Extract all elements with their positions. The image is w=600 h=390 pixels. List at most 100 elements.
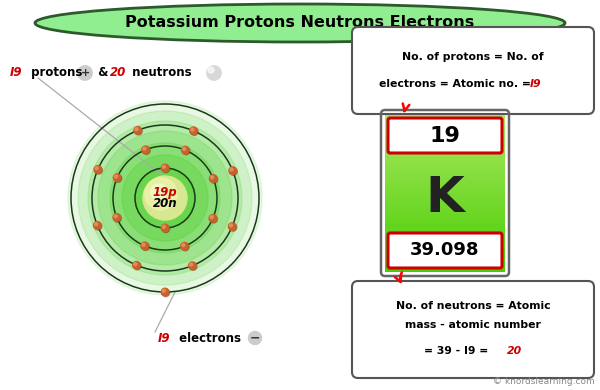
- Bar: [385, 114, 505, 118]
- Circle shape: [142, 243, 149, 250]
- Circle shape: [94, 222, 101, 229]
- Bar: [385, 165, 505, 169]
- Circle shape: [209, 175, 217, 182]
- Circle shape: [230, 168, 237, 175]
- Bar: [385, 185, 505, 189]
- Bar: [385, 189, 505, 193]
- Bar: [385, 177, 505, 181]
- Text: protons: protons: [27, 67, 82, 80]
- Circle shape: [210, 216, 213, 219]
- Circle shape: [181, 243, 189, 251]
- Circle shape: [133, 261, 140, 269]
- Circle shape: [114, 215, 121, 222]
- Bar: [385, 209, 505, 213]
- Circle shape: [98, 131, 232, 265]
- Bar: [385, 149, 505, 154]
- Bar: [385, 193, 505, 197]
- Circle shape: [135, 128, 138, 131]
- Circle shape: [110, 143, 220, 253]
- Circle shape: [248, 332, 262, 344]
- Circle shape: [135, 168, 195, 228]
- Text: No. of protons = No. of: No. of protons = No. of: [402, 52, 544, 62]
- Circle shape: [122, 155, 208, 241]
- Text: mass - atomic number: mass - atomic number: [405, 320, 541, 330]
- Bar: [385, 244, 505, 248]
- Circle shape: [142, 243, 145, 246]
- Circle shape: [113, 214, 121, 221]
- Circle shape: [162, 165, 165, 168]
- Circle shape: [134, 126, 142, 134]
- Bar: [385, 129, 505, 134]
- Bar: [385, 205, 505, 209]
- Text: electrons: electrons: [175, 332, 241, 344]
- Circle shape: [162, 165, 170, 173]
- Circle shape: [134, 127, 142, 135]
- Bar: [385, 248, 505, 252]
- Circle shape: [190, 263, 193, 266]
- Bar: [385, 260, 505, 264]
- Circle shape: [191, 128, 194, 131]
- Bar: [385, 118, 505, 122]
- Circle shape: [211, 176, 214, 179]
- FancyBboxPatch shape: [388, 118, 502, 153]
- Bar: [385, 240, 505, 245]
- Text: −: −: [250, 332, 260, 344]
- Text: I9: I9: [530, 79, 542, 89]
- Circle shape: [115, 175, 118, 178]
- Bar: [385, 169, 505, 173]
- Circle shape: [190, 127, 197, 135]
- Circle shape: [188, 262, 196, 269]
- Ellipse shape: [35, 4, 565, 42]
- Bar: [385, 153, 505, 158]
- Circle shape: [94, 222, 102, 230]
- Bar: [385, 145, 505, 149]
- Bar: [385, 232, 505, 236]
- Circle shape: [114, 215, 117, 218]
- Circle shape: [162, 289, 170, 297]
- Circle shape: [209, 215, 217, 222]
- Bar: [385, 220, 505, 225]
- Bar: [385, 216, 505, 221]
- Circle shape: [208, 67, 214, 73]
- Circle shape: [210, 215, 217, 223]
- Circle shape: [78, 66, 92, 80]
- Circle shape: [78, 111, 252, 285]
- Bar: [385, 252, 505, 256]
- Bar: [385, 213, 505, 217]
- Circle shape: [162, 289, 165, 292]
- Bar: [385, 229, 505, 232]
- Circle shape: [95, 167, 98, 170]
- Bar: [385, 142, 505, 145]
- Circle shape: [161, 224, 169, 232]
- Circle shape: [229, 224, 232, 227]
- Circle shape: [182, 147, 190, 155]
- Circle shape: [151, 184, 167, 200]
- Circle shape: [161, 288, 169, 296]
- FancyArrowPatch shape: [395, 273, 402, 282]
- Text: 39.098: 39.098: [410, 241, 480, 259]
- Bar: [385, 201, 505, 205]
- Bar: [385, 133, 505, 138]
- Text: 20: 20: [110, 67, 126, 80]
- Circle shape: [114, 175, 122, 182]
- Circle shape: [162, 225, 170, 232]
- Circle shape: [230, 168, 233, 171]
- FancyBboxPatch shape: [352, 27, 594, 114]
- Circle shape: [190, 263, 197, 270]
- Text: &: &: [94, 67, 113, 80]
- FancyBboxPatch shape: [352, 281, 594, 378]
- Bar: [385, 236, 505, 240]
- Bar: [385, 138, 505, 142]
- Text: electrons = Atomic no. =: electrons = Atomic no. =: [379, 79, 535, 89]
- Text: 19: 19: [430, 126, 460, 145]
- Circle shape: [210, 176, 218, 183]
- Bar: [385, 264, 505, 268]
- Text: 19p: 19p: [152, 186, 178, 199]
- Circle shape: [143, 147, 146, 150]
- Text: © knordslearning.com: © knordslearning.com: [493, 377, 595, 386]
- Circle shape: [207, 66, 221, 80]
- Bar: [385, 181, 505, 185]
- Bar: [385, 161, 505, 165]
- Circle shape: [95, 223, 98, 226]
- Circle shape: [161, 164, 169, 172]
